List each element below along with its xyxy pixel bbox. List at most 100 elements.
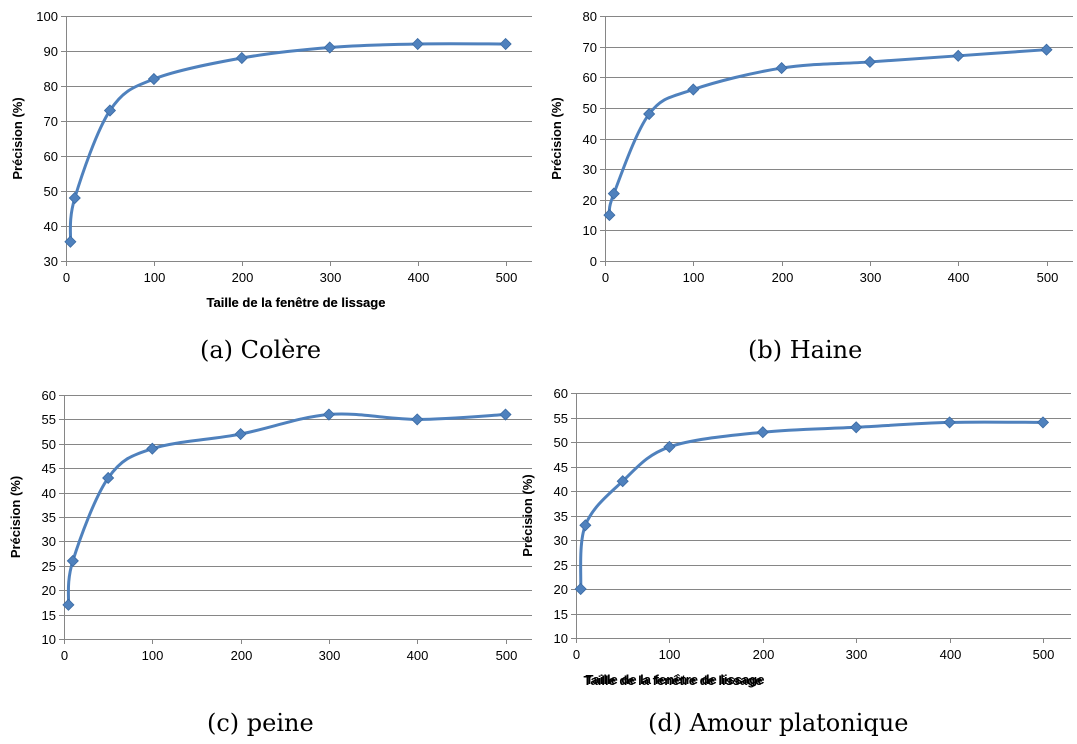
y-axis-title-amour-platonique: Précision (%) <box>520 474 535 556</box>
x-tick-label-peine: 200 <box>231 648 253 663</box>
data-point-haine <box>643 107 656 121</box>
data-point-peine <box>499 408 512 421</box>
x-axis-title-amour-platonique: Taille de la fenêtre de lissage <box>586 672 765 687</box>
data-point-peine <box>234 427 247 441</box>
x-tick-label-colere: 300 <box>320 270 342 285</box>
y-tick-label-peine: 40 <box>42 486 56 501</box>
plot-colere: 30 40 50 60 70 80 90 100 0 100 200 300 400 500 Taille … <box>10 9 532 310</box>
x-tick-label-peine: 0 <box>61 648 68 663</box>
data-point-haine <box>863 55 876 69</box>
data-point-colere <box>323 41 336 54</box>
data-point-colere <box>68 191 81 205</box>
x-axis-title-peine: Taille de la fenêtre de lissage <box>584 673 763 688</box>
series-line-peine <box>66 412 508 607</box>
y-tick-label-amour-platonique: 55 <box>554 411 568 426</box>
y-tick-label-peine: 55 <box>42 412 56 427</box>
data-point-amour-platonique <box>1036 416 1050 429</box>
data-point-amour-platonique <box>579 519 592 532</box>
y-tick-label-peine: 15 <box>42 608 56 623</box>
data-point-peine <box>62 598 75 611</box>
y-tick-label-amour-platonique: 60 <box>554 386 568 401</box>
x-tick-label-peine: 500 <box>496 648 518 663</box>
x-tick-label-amour-platonique: 100 <box>659 647 681 662</box>
x-tick-label-colere: 500 <box>496 270 518 285</box>
data-point-colere <box>235 51 248 65</box>
y-tick-label-amour-platonique: 20 <box>554 582 568 597</box>
series-line-amour-platonique <box>579 420 1045 591</box>
data-point-peine <box>146 442 159 455</box>
x-tick-label-colere: 400 <box>408 270 430 285</box>
x-tick-label-colere: 0 <box>63 270 70 285</box>
y-tick-label-amour-platonique: 30 <box>554 533 568 548</box>
plot-haine: 0 10 20 30 40 50 60 70 80 0 100 200 300 400 500 Taille … <box>207 9 1073 310</box>
data-point-colere <box>499 37 512 51</box>
y-tick-label-amour-platonique: 45 <box>554 460 568 475</box>
caption-haine: (b) Haine <box>748 336 863 364</box>
x-tick-label-colere: 100 <box>144 270 166 285</box>
y-tick-label-haine: 40 <box>583 132 597 147</box>
data-point-amour-platonique <box>850 421 863 434</box>
y-tick-label-haine: 50 <box>583 101 597 116</box>
y-tick-label-haine: 20 <box>583 193 597 208</box>
data-point-peine <box>411 413 424 426</box>
y-tick-label-colere: 60 <box>44 149 58 164</box>
data-point-amour-platonique <box>943 416 956 429</box>
x-tick-label-amour-platonique: 400 <box>940 647 962 662</box>
data-point-peine <box>66 554 79 567</box>
y-tick-label-amour-platonique: 15 <box>554 607 568 622</box>
y-axis-title-haine: Précision (%) <box>549 97 564 179</box>
y-tick-label-colere: 90 <box>44 44 58 59</box>
x-axis-title-colere: Taille de la fenêtre de lissage <box>207 295 386 310</box>
data-point-colere <box>147 72 160 86</box>
x-tick-label-amour-platonique: 500 <box>1033 647 1055 662</box>
x-tick-label-peine: 100 <box>142 648 164 663</box>
data-point-amour-platonique <box>756 426 769 439</box>
y-tick-label-amour-platonique: 40 <box>554 484 568 499</box>
x-tick-label-peine: 400 <box>407 648 429 663</box>
data-point-peine <box>102 471 115 485</box>
x-tick-label-colere: 200 <box>232 270 254 285</box>
y-axis-title-peine: Précision (%) <box>8 476 23 558</box>
y-tick-label-colere: 50 <box>44 184 58 199</box>
series-line-haine <box>607 48 1049 217</box>
x-tick-label-amour-platonique: 300 <box>846 647 868 662</box>
y-tick-label-peine: 45 <box>42 461 56 476</box>
data-point-amour-platonique <box>663 440 676 453</box>
data-point-amour-platonique <box>574 582 587 596</box>
y-axis-title-colere: Précision (%) <box>10 97 25 179</box>
data-point-haine <box>687 83 700 96</box>
y-tick-label-peine: 50 <box>42 437 56 452</box>
y-tick-label-haine: 30 <box>583 162 597 177</box>
caption-amour-platonique: (d) Amour platonique <box>648 709 909 737</box>
data-point-haine <box>775 61 788 75</box>
y-tick-label-colere: 30 <box>44 254 58 269</box>
y-tick-label-haine: 10 <box>583 223 597 238</box>
y-tick-label-peine: 60 <box>42 388 56 403</box>
y-tick-label-colere: 80 <box>44 79 58 94</box>
x-tick-label-peine: 300 <box>319 648 341 663</box>
caption-colere: (a) Colère <box>200 336 322 364</box>
y-tick-label-peine: 30 <box>42 534 56 549</box>
x-tick-label-haine: 400 <box>948 270 970 285</box>
y-tick-label-haine: 80 <box>583 9 597 24</box>
y-tick-label-amour-platonique: 10 <box>554 631 568 646</box>
x-axis-title-haine: Taille de la fenêtre de lissage <box>207 295 386 310</box>
y-tick-label-haine: 0 <box>590 254 597 269</box>
data-point-colere <box>103 104 117 117</box>
y-tick-label-peine: 35 <box>42 510 56 525</box>
series-line-colere <box>68 42 508 244</box>
y-tick-label-colere: 40 <box>44 219 58 234</box>
x-tick-label-haine: 200 <box>772 270 794 285</box>
data-point-peine <box>322 408 335 421</box>
x-tick-label-haine: 500 <box>1037 270 1059 285</box>
x-tick-label-haine: 100 <box>683 270 705 285</box>
x-tick-label-haine: 0 <box>602 270 609 285</box>
x-tick-label-amour-platonique: 200 <box>753 647 775 662</box>
y-tick-label-peine: 25 <box>42 559 56 574</box>
y-tick-label-amour-platonique: 50 <box>554 435 568 450</box>
data-point-haine <box>952 49 965 62</box>
x-tick-label-amour-platonique: 0 <box>573 647 580 662</box>
